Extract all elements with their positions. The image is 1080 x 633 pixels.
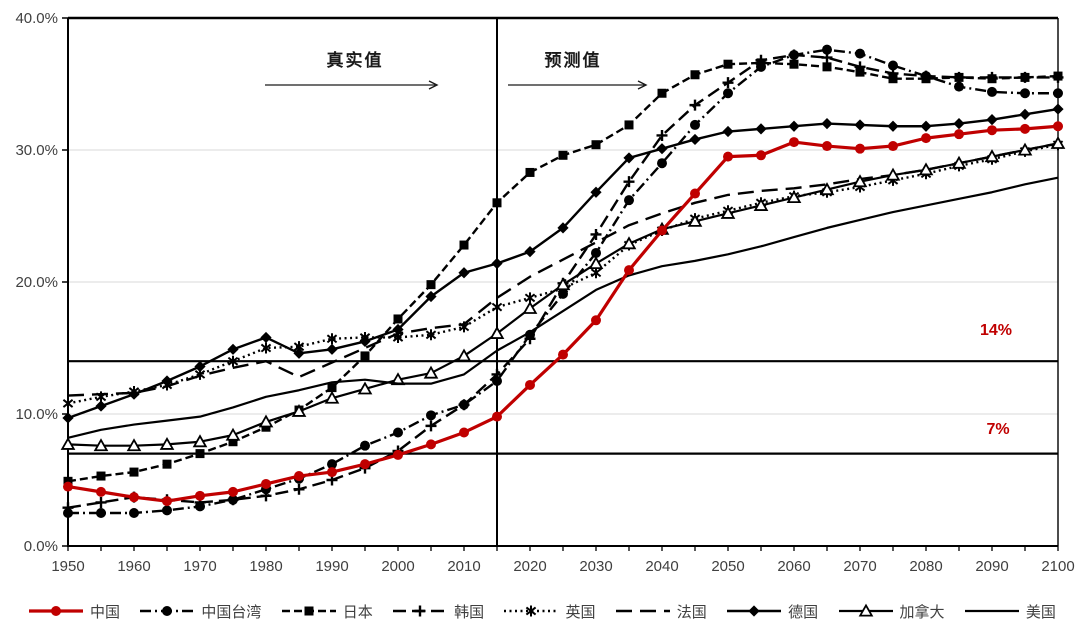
- y-tick-label: 40.0%: [15, 10, 58, 27]
- legend-swatch-usa: [964, 609, 1019, 613]
- annotation-forecast-label: 预测值: [544, 51, 602, 70]
- legend-swatch-china: [29, 606, 83, 616]
- legend-label-korea: 韩国: [454, 603, 485, 621]
- plot-area: 0.0% 10.0% 20.0% 30.0% 40.0% 1950 1960 1970 1980…: [15, 10, 1075, 575]
- x-tick-label: 1980: [249, 558, 282, 575]
- legend-item-france: 法国: [615, 601, 707, 622]
- legend-swatch-france: [615, 609, 670, 613]
- y-tick-label: 10.0%: [15, 406, 58, 423]
- legend-item-taiwan: 中国台湾: [139, 601, 261, 622]
- reference-lines: [68, 360, 1058, 455]
- x-axis-ticks: 1950 1960 1970 1980 1990 2000 2010 2020 2030 2040…: [51, 546, 1075, 575]
- x-tick-label: 2030: [579, 558, 612, 575]
- x-tick-label: 2080: [909, 558, 942, 575]
- legend-label-canada: 加拿大: [899, 603, 945, 621]
- legend-label-usa: 美国: [1025, 603, 1056, 621]
- legend-label-china: 中国: [90, 603, 121, 621]
- series-japan: [63, 58, 1063, 486]
- reference-label-14: 14%: [979, 322, 1013, 339]
- legend: 中国 中国台湾 日本 韩国 英国 法国 德国 加拿大 美国: [28, 596, 1056, 626]
- y-axis-ticks: 0.0% 10.0% 20.0% 30.0% 40.0%: [15, 10, 68, 555]
- legend-label-uk: 英国: [565, 603, 596, 621]
- x-tick-label: 2020: [513, 558, 546, 575]
- legend-item-uk: 英国: [503, 601, 595, 622]
- legend-swatch-canada: [838, 603, 893, 617]
- legend-item-korea: 韩国: [392, 601, 484, 622]
- series-germany: [62, 103, 1064, 424]
- legend-label-germany: 德国: [788, 603, 819, 621]
- x-tick-label: 1960: [117, 558, 150, 575]
- legend-item-china: 中国: [28, 601, 120, 622]
- x-tick-label: 1970: [183, 558, 216, 575]
- legend-item-usa: 美国: [964, 601, 1056, 622]
- legend-label-france: 法国: [676, 603, 707, 621]
- legend-item-germany: 德国: [726, 601, 818, 622]
- x-tick-label: 2070: [843, 558, 876, 575]
- legend-label-taiwan: 中国台湾: [201, 603, 262, 621]
- series-uk: [62, 139, 1064, 409]
- legend-label-japan: 日本: [342, 603, 373, 621]
- x-tick-label: 1990: [315, 558, 348, 575]
- y-tick-label: 30.0%: [15, 142, 58, 159]
- legend-swatch-germany: [727, 605, 782, 617]
- legend-swatch-korea: [393, 605, 448, 617]
- y-tick-label: 20.0%: [15, 274, 58, 291]
- x-tick-label: 2000: [381, 558, 414, 575]
- x-tick-label: 2040: [645, 558, 678, 575]
- series-china: [63, 121, 1063, 507]
- y-tick-label: 0.0%: [24, 538, 58, 555]
- x-tick-label: 2100: [1041, 558, 1074, 575]
- legend-swatch-taiwan: [140, 606, 195, 616]
- x-tick-label: 2090: [975, 558, 1008, 575]
- annotation-actual-label: 真实值: [326, 51, 384, 70]
- legend-swatch-japan: [281, 606, 336, 616]
- x-tick-label: 1950: [51, 558, 84, 575]
- series-usa: [67, 176, 1059, 439]
- x-tick-label: 2010: [447, 558, 480, 575]
- reference-label-7: 7%: [986, 421, 1010, 438]
- legend-item-japan: 日本: [281, 601, 373, 622]
- x-tick-label: 2050: [711, 558, 744, 575]
- legend-item-canada: 加拿大: [838, 601, 945, 622]
- x-tick-label: 2060: [777, 558, 810, 575]
- legend-swatch-uk: [504, 605, 559, 617]
